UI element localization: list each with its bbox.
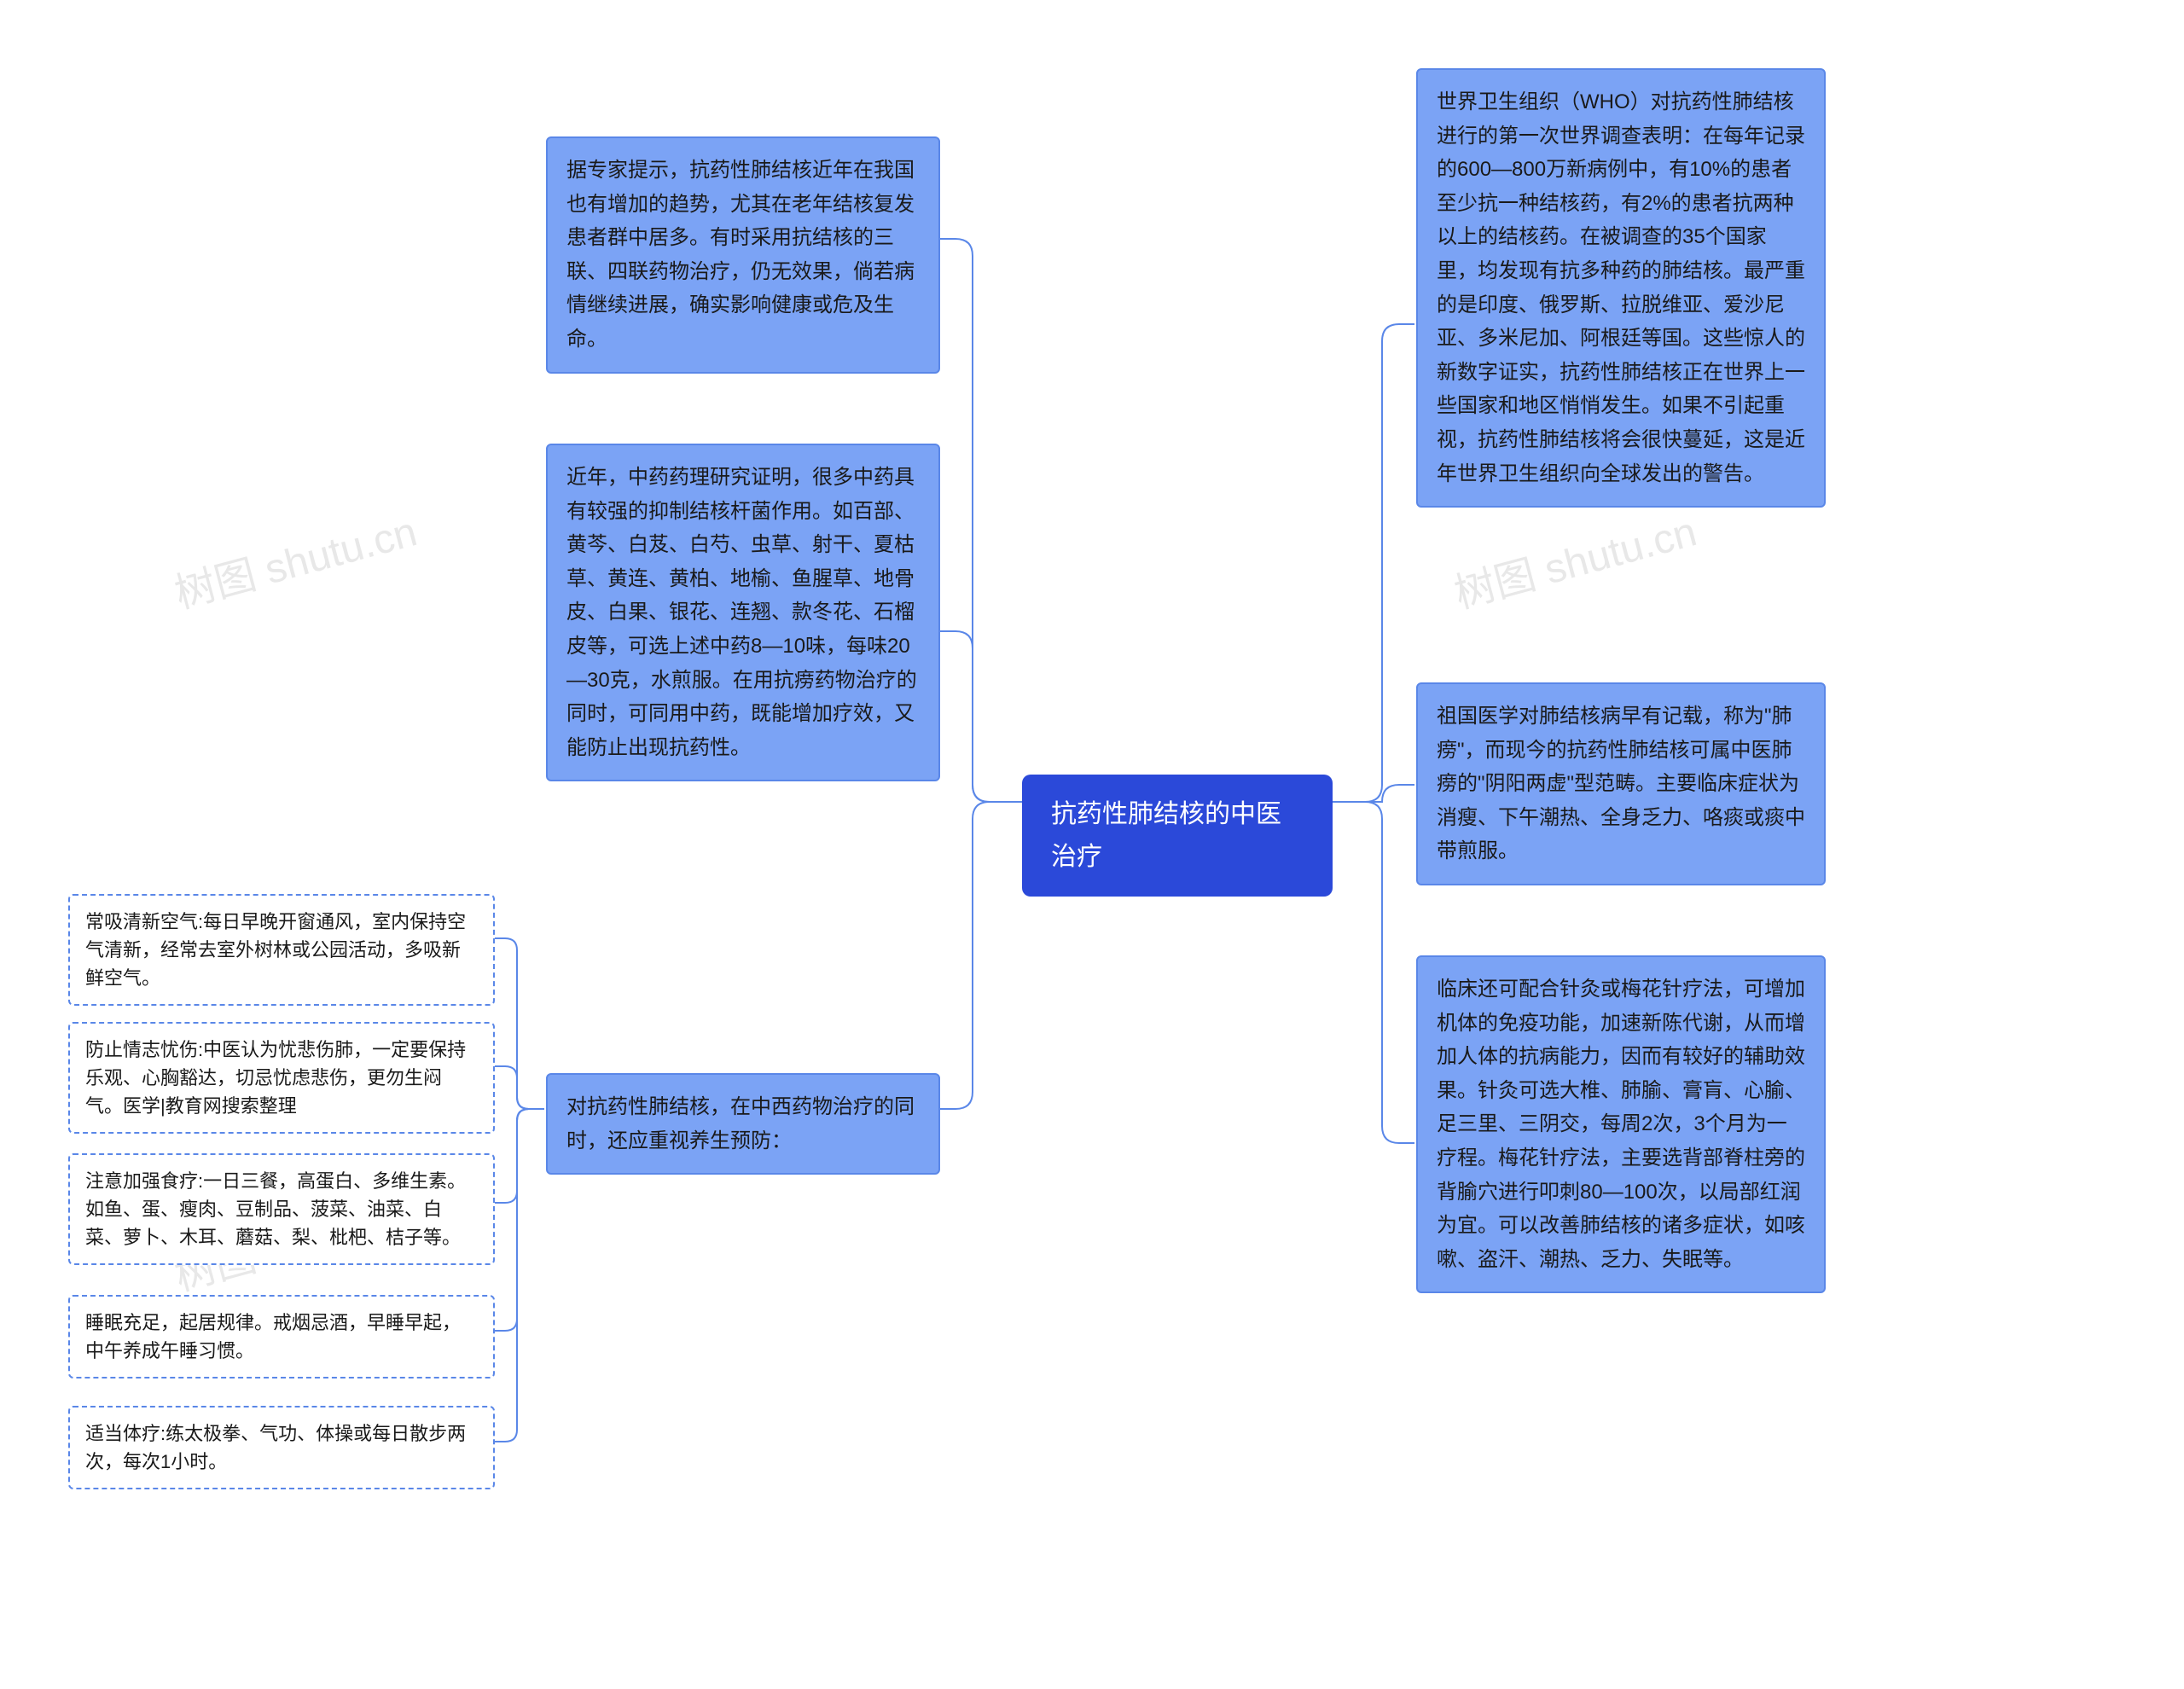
watermark: 树图 shutu.cn	[167, 498, 422, 620]
root-node: 抗药性肺结核的中医治疗	[1022, 775, 1333, 897]
leaf-sleep: 睡眠充足，起居规律。戒烟忌酒，早睡早起，中午养成午睡习惯。	[68, 1295, 495, 1378]
right-node-2: 祖国医学对肺结核病早有记载，称为"肺痨"，而现今的抗药性肺结核可属中医肺痨的"阴…	[1416, 682, 1826, 885]
right-node-3: 临床还可配合针灸或梅花针疗法，可增加机体的免疫功能，加速新陈代谢，从而增加人体的…	[1416, 955, 1826, 1293]
watermark: 树图 shutu.cn	[1447, 498, 1702, 620]
leaf-exercise: 适当体疗:练太极拳、气功、体操或每日散步两次，每次1小时。	[68, 1406, 495, 1489]
leaf-diet: 注意加强食疗:一日三餐，高蛋白、多维生素。如鱼、蛋、瘦肉、豆制品、菠菜、油菜、白…	[68, 1153, 495, 1265]
leaf-mood: 防止情志忧伤:中医认为忧悲伤肺，一定要保持乐观、心胸豁达，切忌忧虑悲伤，更勿生闷…	[68, 1022, 495, 1134]
leaf-air: 常吸清新空气:每日早晚开窗通风，室内保持空气清新，经常去室外树林或公园活动，多吸…	[68, 894, 495, 1006]
left-node-3: 对抗药性肺结核，在中西药物治疗的同时，还应重视养生预防：	[546, 1073, 940, 1175]
left-node-1: 据专家提示，抗药性肺结核近年在我国也有增加的趋势，尤其在老年结核复发患者群中居多…	[546, 136, 940, 374]
left-node-2: 近年，中药药理研究证明，很多中药具有较强的抑制结核杆菌作用。如百部、黄芩、白芨、…	[546, 444, 940, 781]
right-node-1: 世界卫生组织（WHO）对抗药性肺结核进行的第一次世界调查表明：在每年记录的600…	[1416, 68, 1826, 508]
